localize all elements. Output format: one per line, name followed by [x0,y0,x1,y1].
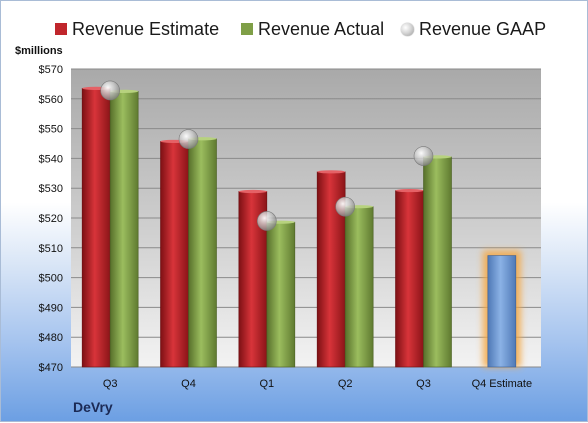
point-revenue-gaap [257,211,277,231]
x-tick-label: Q4 Estimate [472,378,533,390]
x-tick-label: Q1 [259,378,274,390]
bar-revenue-estimate [395,190,424,368]
company-name: DeVry [73,399,113,415]
x-tick-label: Q3 [416,378,431,390]
y-axis-ticks: $470 $480 $490 $500 $510 $520 $530 $540 $550 $560… [39,64,63,374]
bars [81,86,521,368]
x-tick-label: Q2 [338,378,353,390]
y-tick-label: $520 [39,213,63,225]
y-tick-label: $490 [39,302,63,314]
bar-revenue-estimate [160,141,189,368]
legend-item-revenue-actual: Revenue Actual [241,18,384,40]
y-axis-unit-label: $millions [15,45,63,57]
y-tick-label: $510 [39,243,63,255]
bar-revenue-actual [188,138,217,368]
bar-top-highlight [317,170,346,174]
gridlines [71,68,541,368]
legend-label-actual: Revenue Actual [258,18,385,39]
legend-item-revenue-gaap: Revenue GAAP [401,18,546,40]
gaap-points [100,80,434,231]
y-tick-label: $570 [39,64,63,76]
legend-label-gaap: Revenue GAAP [419,18,547,39]
point-revenue-gaap [100,80,120,101]
point-revenue-gaap [178,129,199,149]
legend-item-revenue-estimate: Revenue Estimate [55,18,219,40]
bar-q4-estimate [487,255,517,368]
bar-revenue-actual [423,156,452,368]
legend-label-estimate: Revenue Estimate [72,18,220,39]
x-tick-label: Q4 [181,378,196,390]
point-revenue-gaap [413,146,434,166]
bar-revenue-actual [344,206,374,368]
y-tick-label: $550 [39,124,63,136]
legend-swatch-estimate [55,23,67,35]
bar-top-highlight [238,189,267,194]
bar-revenue-actual [266,221,296,368]
x-axis-ticks: Q3 Q4 Q1 Q2 Q3 Q4 Estimate [103,378,532,390]
y-tick-label: $560 [39,94,63,106]
bar-top-highlight [395,188,424,193]
x-tick-label: Q3 [103,378,118,390]
y-tick-label: $540 [39,153,63,165]
bar-revenue-actual [109,91,139,368]
y-tick-label: $480 [39,332,63,344]
legend-swatch-actual [241,23,253,35]
bar-revenue-estimate [81,88,111,368]
point-revenue-gaap [335,196,355,217]
legend-dot-gaap [401,22,414,36]
y-tick-label: $530 [39,183,63,195]
y-tick-label: $470 [39,362,63,374]
y-tick-label: $500 [39,273,63,285]
